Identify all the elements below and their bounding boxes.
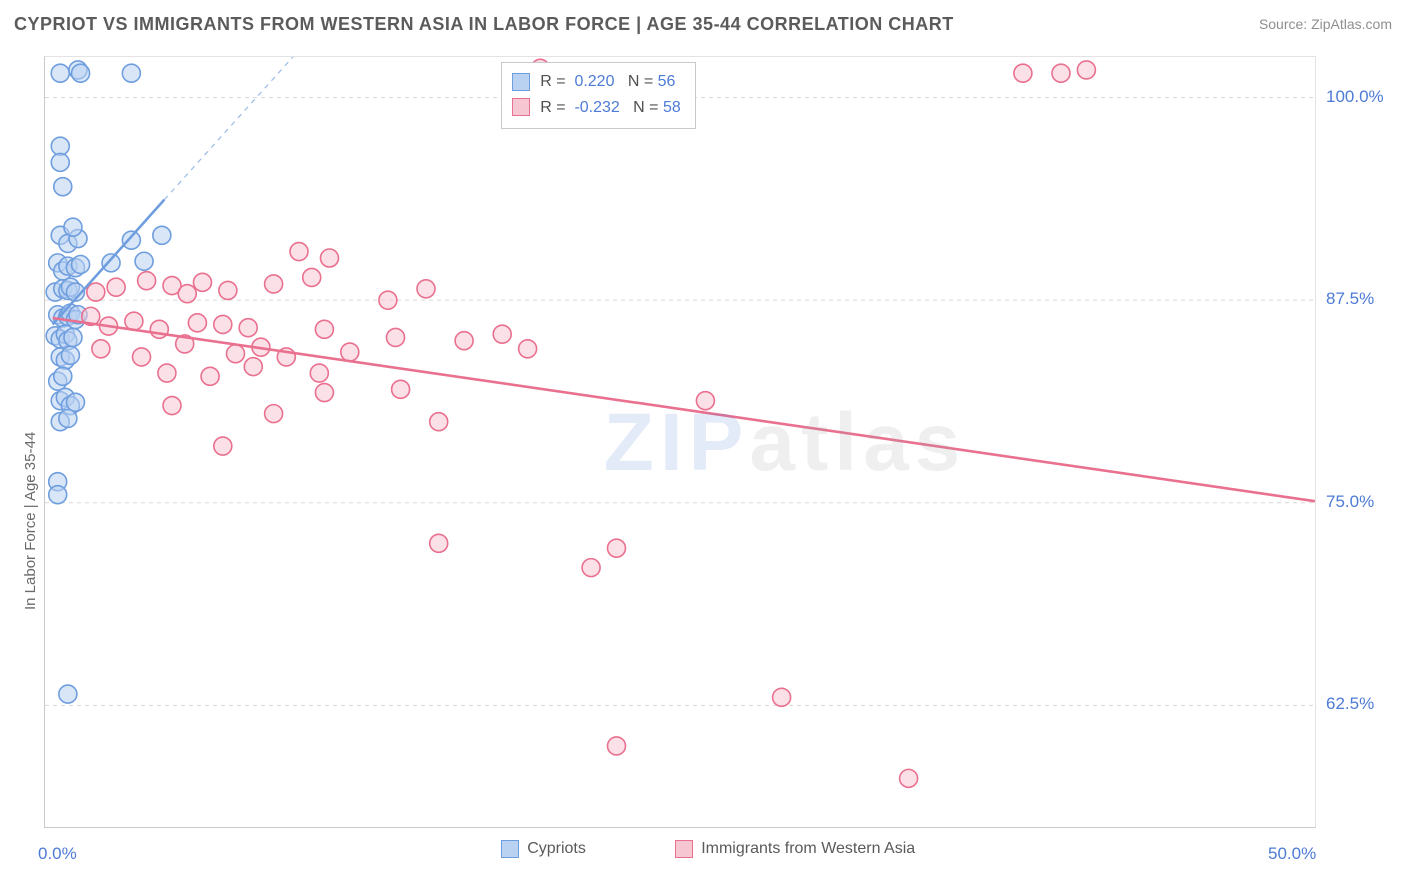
correlation-legend: R = 0.220 N = 56R = -0.232 N = 58 [501,62,696,129]
chart-title: CYPRIOT VS IMMIGRANTS FROM WESTERN ASIA … [14,14,954,35]
legend-swatch [675,840,693,858]
x-left-label: 0.0% [38,844,77,864]
plot-area: ZIPatlas [44,56,1316,828]
y-tick-label: 75.0% [1326,492,1374,512]
legend-item: Cypriots [501,840,586,858]
legend-swatch [501,840,519,858]
y-tick-label: 100.0% [1326,87,1384,107]
legend-swatch [512,73,530,91]
scatter-svg [45,57,1315,827]
corr-legend-row: R = 0.220 N = 56 [512,69,681,95]
y-tick-label: 87.5% [1326,289,1374,309]
source-attribution: Source: ZipAtlas.com [1259,16,1392,32]
legend-label: Immigrants from Western Asia [701,840,915,858]
legend-item: Immigrants from Western Asia [675,840,915,858]
y-axis-label: In Labor Force | Age 35-44 [22,432,39,610]
legend-label: Cypriots [527,840,586,858]
legend-swatch [512,98,530,116]
y-tick-label: 62.5% [1326,694,1374,714]
x-right-label: 50.0% [1268,844,1316,864]
corr-legend-row: R = -0.232 N = 58 [512,95,681,121]
